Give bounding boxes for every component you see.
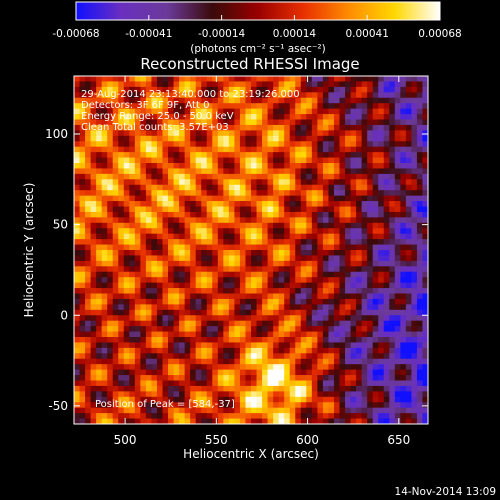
annotation-peak-position: Position of Peak = [584,-37] — [95, 399, 235, 410]
x-axis: 500 550 600 650 — [114, 76, 410, 447]
annotation-energy: Energy Range: 25.0 - 50.0 keV — [81, 111, 234, 122]
annotation-method: Clean Total counts: 3.57E+03 — [81, 122, 229, 133]
plot-frame — [73, 75, 429, 425]
colorbar-tick-label: 0.00041 — [345, 28, 388, 40]
colorbar-tick-label: -0.00041 — [125, 28, 172, 40]
colorbar-ticks: -0.00068 -0.00041 -0.00014 0.00014 0.00041 0.… — [52, 15, 462, 40]
colorbar-tick-label: -0.00068 — [52, 28, 99, 40]
x-tick-label: 600 — [296, 433, 319, 447]
annotation-detectors: Detectors: 3F 6F 9F, Att 0 — [81, 100, 209, 111]
heatmap-plot — [73, 75, 429, 425]
colorbar: -0.00068 -0.00041 -0.00014 0.00014 0.00041 0.… — [52, 1, 462, 55]
annotation-time-range: 29-Aug-2014 23:13:40.000 to 23:19:26.000 — [81, 89, 300, 100]
x-tick-label: 500 — [114, 433, 137, 447]
heatmap-cells — [74, 76, 428, 424]
colorbar-tick-label: 0.00014 — [273, 28, 317, 40]
x-axis-label: Heliocentric X (arcsec) — [183, 447, 319, 461]
colorbar-bar — [75, 1, 441, 21]
y-tick-label: -50 — [48, 399, 68, 413]
y-tick-label: 0 — [60, 308, 68, 322]
chart-title: Reconstructed RHESSI Image — [140, 55, 359, 73]
colorbar-tick-label: -0.00014 — [198, 28, 246, 40]
y-tick-label: 100 — [45, 127, 68, 141]
colorbar-tick-label: 0.00068 — [418, 28, 461, 40]
y-tick-label: 50 — [53, 218, 68, 232]
colorbar-unit: (photons cm⁻² s⁻¹ asec⁻²) — [190, 43, 325, 55]
y-axis: -50 0 50 100 — [45, 127, 428, 413]
y-axis-label: Heliocentric Y (arcsec) — [22, 183, 36, 318]
x-tick-label: 650 — [387, 433, 410, 447]
x-tick-label: 550 — [205, 433, 228, 447]
footer-timestamp: 14-Nov-2014 13:09 — [395, 486, 496, 498]
annotation-block: 29-Aug-2014 23:13:40.000 to 23:19:26.000… — [81, 89, 300, 410]
